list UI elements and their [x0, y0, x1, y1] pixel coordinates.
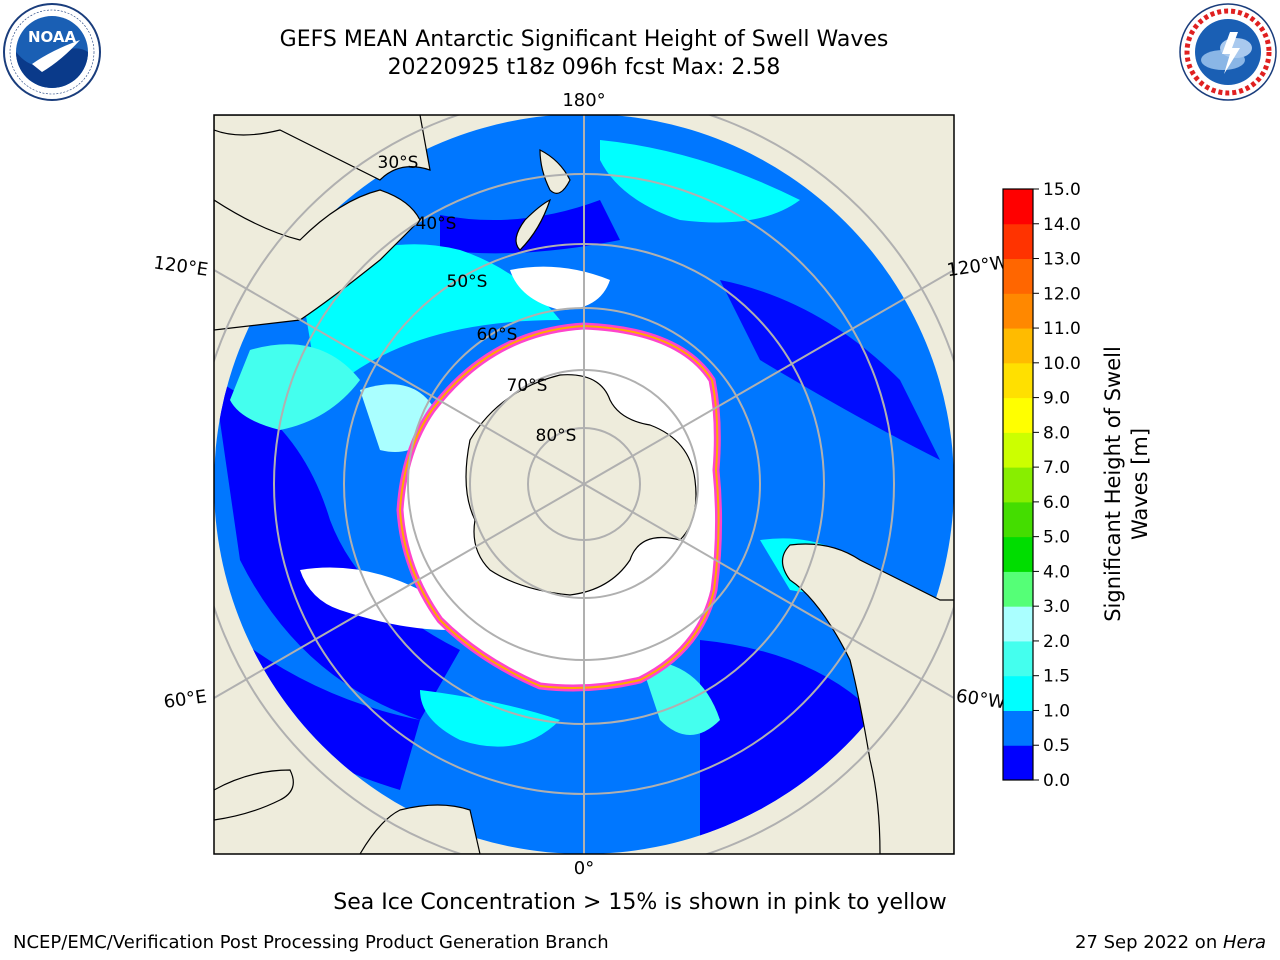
map-frame [213, 114, 955, 855]
colorbar-swatch [1003, 640, 1033, 677]
graticule [214, 115, 954, 854]
colorbar-swatch [1003, 432, 1033, 468]
madagascar [214, 769, 294, 821]
lat-label-30s: 30°S [378, 153, 419, 173]
colorbar-title-line2: Waves [m] [1128, 428, 1152, 540]
colorbar-tick-label: 0.5 [1043, 736, 1070, 756]
lat-label-80s: 80°S [536, 426, 577, 446]
colorbar-swatch [1003, 223, 1033, 260]
lat-label-60s: 60°S [477, 325, 518, 345]
low-swell-region-east [720, 280, 940, 460]
colorbar-swatch [1003, 606, 1033, 642]
colorbar-swatch [1003, 397, 1033, 433]
colorbar-swatch [1003, 189, 1033, 225]
colorbar-tick-label: 3.0 [1043, 597, 1070, 617]
colorbar-tick-label: 4.0 [1043, 562, 1070, 582]
colorbar-tick-label: 0.0 [1043, 771, 1070, 791]
no-data-patch [300, 567, 452, 630]
colorbar-title-line1: Significant Height of Swell [1101, 346, 1125, 622]
lat-label-50s: 50°S [447, 272, 488, 292]
colorbar-swatch [1003, 467, 1033, 503]
colorbar-tick-label: 5.0 [1043, 528, 1070, 548]
colorbar-tick-label: 1.5 [1043, 667, 1070, 687]
colorbar-swatch [1003, 293, 1033, 329]
africa [359, 804, 481, 854]
colorbar-tick-label: 8.0 [1043, 423, 1070, 443]
colorbar-swatch [1003, 710, 1033, 746]
colorbar-tick-label: 12.0 [1043, 284, 1081, 304]
swell-band-ne [600, 140, 800, 223]
colorbar-swatch [1003, 536, 1033, 572]
colorbar-tick-label: 6.0 [1043, 493, 1070, 513]
colorbar-swatch [1003, 258, 1033, 294]
noaa-logo: NOAA [3, 3, 101, 101]
chart-subtitle: 20220925 t18z 096h fcst Max: 2.58 [387, 55, 781, 80]
lon-label-lower-right: 60°W [955, 686, 1007, 714]
swell-band-se [640, 660, 720, 735]
lon-label-bottom: 0° [574, 858, 594, 879]
lat-label-40s: 40°S [416, 214, 457, 234]
lon-label-upper-right: 120°W [945, 252, 1009, 281]
colorbar-tick-label: 10.0 [1043, 354, 1081, 374]
swell-band-south [420, 690, 560, 747]
low-swell-region-sw [240, 640, 420, 790]
colorbar-tick-label: 14.0 [1043, 215, 1081, 235]
colorbar-swatch [1003, 745, 1033, 781]
footer-credit: NCEP/EMC/Verification Post Processing Pr… [13, 932, 609, 953]
colorbar-tick-label: 13.0 [1043, 250, 1081, 270]
colorbar-tick-label: 9.0 [1043, 389, 1070, 409]
colorbar-swatch [1003, 571, 1033, 607]
colorbar-tick-label: 11.0 [1043, 319, 1081, 339]
swell-band-nw [230, 344, 360, 430]
colorbar-tick-label: 2.0 [1043, 632, 1070, 652]
sea-ice-note-text: Sea Ice Concentration > 15% is shown in … [333, 890, 947, 915]
colorbar-swatch [1003, 501, 1033, 538]
nws-logo [1179, 3, 1277, 101]
sea-ice-note: Sea Ice Concentration > 15% is shown in … [0, 890, 1280, 915]
noaa-text: NOAA [28, 28, 77, 46]
chart-title: GEFS MEAN Antarctic Significant Height o… [279, 27, 889, 52]
colorbar-swatch [1003, 328, 1033, 364]
lat-label-70s: 70°S [507, 376, 548, 396]
new-zealand-south [515, 198, 552, 251]
footer-host: Hera [1222, 932, 1266, 953]
colorbar-tick-label: 1.0 [1043, 701, 1070, 721]
australia-north [214, 115, 431, 181]
colorbar-tick-label: 15.0 [1043, 180, 1081, 200]
colorbar-tick-label: 7.0 [1043, 458, 1070, 478]
south-america [781, 543, 954, 854]
colorbar-frame [1002, 188, 1034, 781]
colorbar-swatch [1003, 675, 1033, 711]
lon-label-upper-left: 120°E [152, 252, 209, 280]
footer-date-text: 27 Sep 2022 on [1075, 932, 1223, 953]
colorbar [1003, 189, 1033, 781]
footer-date: 27 Sep 2022 on Hera [1075, 932, 1266, 953]
new-zealand-north [539, 149, 571, 194]
swell-band-north [300, 244, 560, 400]
lon-label-top: 180° [562, 90, 605, 111]
lon-label-lower-left: 60°E [162, 686, 208, 713]
colorbar-swatch [1003, 362, 1033, 399]
